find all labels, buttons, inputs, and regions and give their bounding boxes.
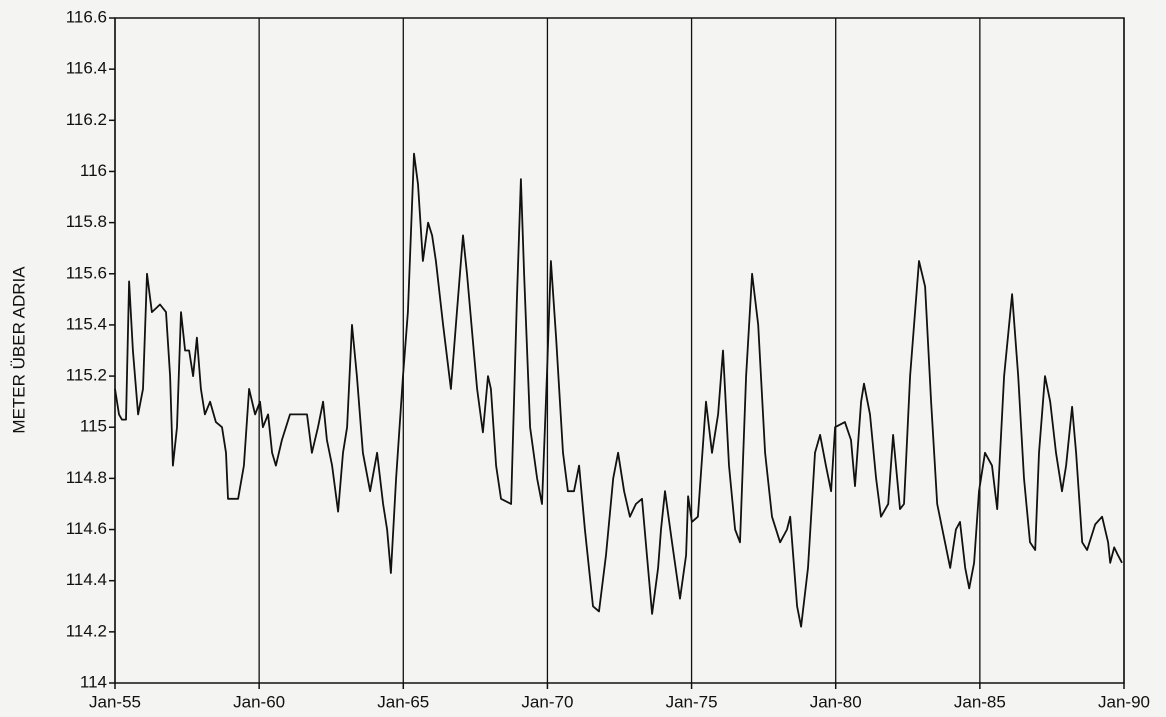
data-line [114,152,1123,628]
y-tick-label: 116 [80,161,107,180]
y-tick-label: 114.8 [66,468,107,487]
x-tick-label: Jan-75 [666,692,718,711]
y-tick-label: 115.8 [66,212,107,231]
x-tick-label: Jan-80 [810,692,862,711]
x-tick-label: Jan-85 [954,692,1006,711]
y-tick-label: 115.4 [66,314,107,333]
x-tick-label: Jan-65 [377,692,429,711]
x-tick-label: Jan-60 [233,692,285,711]
y-tick-label: 114 [80,672,107,691]
y-axis-label: METER ÜBER ADRIA [9,266,28,434]
x-tick-label: Jan-55 [89,692,141,711]
y-tick-label: 115.2 [66,366,107,385]
y-tick-label: 115.6 [66,263,107,282]
x-tick-label: Jan-70 [521,692,573,711]
y-tick-label: 116.4 [66,59,107,78]
y-tick-label: 114.2 [66,621,107,640]
y-tick-label: 114.6 [66,519,107,538]
y-tick-label: 116.2 [66,110,107,129]
y-tick-label: 116.6 [66,7,107,26]
y-tick-label: 114.4 [66,570,107,589]
x-tick-label: Jan-90 [1098,692,1150,711]
y-tick-label: 115 [80,417,107,436]
